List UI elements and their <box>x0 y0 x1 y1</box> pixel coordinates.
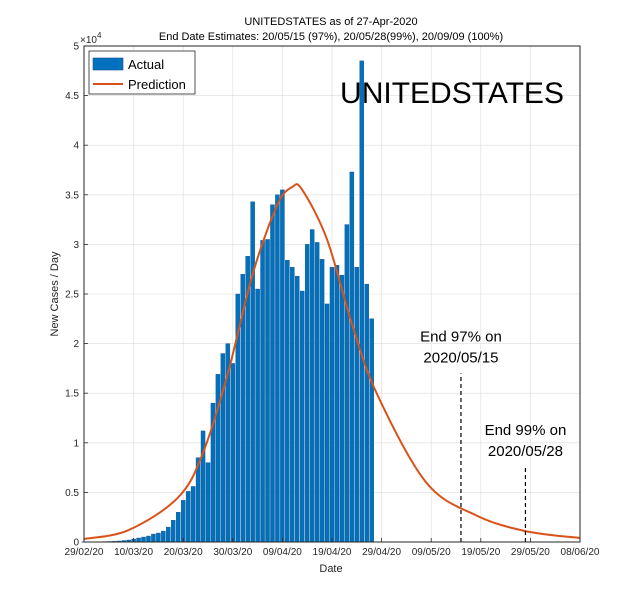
actual-bar <box>151 533 156 543</box>
actual-bar <box>329 267 335 543</box>
actual-bar <box>364 283 369 543</box>
y-tick-label: 4 <box>73 141 79 152</box>
y-tick-label: 5 <box>73 42 79 53</box>
actual-bar <box>349 171 355 543</box>
x-tick-label: 30/03/20 <box>213 547 252 558</box>
chart-title: UNITEDSTATES as of 27-Apr-2020 <box>244 16 417 28</box>
country-label: UNITEDSTATES <box>340 77 564 110</box>
end-annotation-line2: 2020/05/28 <box>488 443 563 460</box>
actual-bar <box>275 194 280 543</box>
actual-bar <box>156 532 161 543</box>
end-annotation-line1: End 99% on <box>485 422 567 439</box>
actual-bar <box>359 60 364 543</box>
actual-bar <box>180 500 186 543</box>
actual-bar <box>265 239 270 543</box>
actual-bar <box>300 290 305 543</box>
actual-bar <box>171 519 176 543</box>
x-tick-label: 19/05/20 <box>461 547 500 558</box>
actual-bars <box>81 60 374 543</box>
actual-bar <box>280 189 285 543</box>
actual-bar <box>215 374 221 543</box>
actual-bar <box>255 288 260 543</box>
x-tick-label: 08/06/20 <box>561 547 600 558</box>
actual-bar <box>354 267 360 543</box>
actual-bar <box>304 244 310 543</box>
y-tick-label: 2.5 <box>65 290 79 301</box>
actual-bar <box>146 535 151 543</box>
actual-bar <box>295 275 300 543</box>
x-tick-label: 29/02/20 <box>65 547 104 558</box>
y-tick-label: 1.5 <box>65 389 79 400</box>
actual-bar <box>285 260 290 543</box>
actual-bar <box>176 512 181 543</box>
actual-bar <box>260 240 265 543</box>
actual-bar <box>334 265 340 543</box>
x-tick-label: 10/03/20 <box>114 547 153 558</box>
actual-bar <box>136 537 141 543</box>
actual-bar <box>161 530 166 543</box>
y-axis-label: New Cases / Day <box>49 251 61 336</box>
actual-bar <box>290 267 295 543</box>
actual-bar <box>309 229 315 543</box>
actual-bar <box>344 224 350 543</box>
x-tick-label: 20/03/20 <box>164 547 203 558</box>
x-axis-label: Date <box>319 563 342 575</box>
actual-bar <box>220 353 226 543</box>
actual-bar <box>250 201 255 543</box>
legend: Actual Prediction <box>88 50 196 95</box>
axis-ticks: 29/02/20 10/03/20 20/03/20 30/03/20 09/04/20… <box>65 42 600 559</box>
x-tick-label: 19/04/20 <box>313 547 352 558</box>
end-annotation-line1: End 97% on <box>420 329 502 346</box>
actual-bar <box>314 242 320 543</box>
end-date-annotations: End 97% on 2020/05/15 End 99% on 2020/05/28 <box>420 329 566 542</box>
y-exponent-base: ×10 <box>80 35 97 46</box>
actual-bar <box>324 303 330 543</box>
y-tick-label: 3 <box>73 240 79 251</box>
y-tick-label: 4.5 <box>65 91 79 102</box>
actual-bar <box>270 204 275 543</box>
legend-prediction-label: Prediction <box>128 77 186 92</box>
y-tick-label: 1 <box>73 438 79 449</box>
y-exponent-power: 4 <box>97 31 102 40</box>
actual-bar <box>185 491 191 543</box>
actual-bar <box>166 526 171 543</box>
x-tick-label: 09/05/20 <box>412 547 451 558</box>
legend-actual-swatch <box>92 57 124 71</box>
x-tick-label: 29/04/20 <box>362 547 401 558</box>
y-tick-label: 3.5 <box>65 190 79 201</box>
x-tick-label: 09/04/20 <box>263 547 302 558</box>
chart-subtitle: End Date Estimates: 20/05/15 (97%), 20/0… <box>159 31 503 43</box>
y-tick-label: 0 <box>73 538 79 549</box>
actual-bar <box>230 363 236 543</box>
actual-bar <box>319 259 325 543</box>
actual-bar <box>205 462 211 543</box>
y-exponent-label: ×104 <box>80 31 102 46</box>
actual-bar <box>339 274 345 543</box>
prediction-line <box>83 183 581 541</box>
end-annotation-line2: 2020/05/15 <box>423 350 498 367</box>
actual-bar <box>190 486 196 543</box>
y-tick-label: 2 <box>73 339 79 350</box>
actual-bar <box>369 318 374 543</box>
actual-bar <box>141 536 146 543</box>
y-tick-label: 0.5 <box>65 488 79 499</box>
x-tick-label: 29/05/20 <box>511 547 550 558</box>
legend-actual-label: Actual <box>128 57 164 72</box>
